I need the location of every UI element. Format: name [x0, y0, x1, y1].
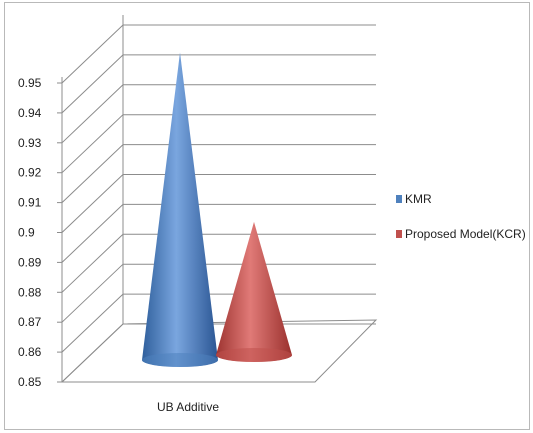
- cones: [142, 52, 292, 367]
- y-tick-label: 0.89: [18, 255, 42, 269]
- cone-body: [216, 221, 292, 362]
- chart-walls: [60, 15, 378, 383]
- gridline: [61, 323, 376, 383]
- y-tick-label: 0.9: [18, 226, 35, 240]
- legend-swatch: [396, 195, 402, 203]
- gridline: [61, 144, 376, 203]
- gridline: [61, 233, 376, 293]
- gridline: [61, 174, 376, 233]
- gridline: [61, 263, 376, 323]
- category-label: UB Additive: [157, 400, 219, 414]
- category-labels: UB Additive: [157, 400, 219, 414]
- gridline: [61, 114, 376, 174]
- cone-kmr: [142, 52, 218, 367]
- legend-label: KMR: [405, 192, 432, 206]
- gridline: [61, 293, 376, 353]
- y-tick-label: 0.87: [18, 315, 42, 329]
- y-tick-label: 0.94: [18, 106, 42, 120]
- gridlines: [61, 24, 376, 383]
- legend-item: KMR: [396, 192, 432, 206]
- legend: KMR Proposed Model(KCR): [396, 192, 526, 241]
- y-tick-label: 0.86: [18, 345, 42, 359]
- y-tick-label: 0.95: [18, 76, 42, 90]
- y-tick-label: 0.91: [18, 196, 42, 210]
- gridline: [61, 24, 376, 84]
- cone-base: [142, 353, 218, 367]
- y-tick-label: 0.93: [18, 136, 42, 150]
- y-tick-label: 0.88: [18, 285, 42, 299]
- cone-base: [216, 348, 292, 362]
- y-tick-label: 0.92: [18, 166, 42, 180]
- y-tick-labels: 0.85 0.86 0.87 0.88 0.89 0.9 0.91 0.92 0.93 0.94 0…: [18, 76, 62, 389]
- y-tick-label: 0.85: [18, 375, 42, 389]
- gridline: [61, 84, 376, 144]
- legend-item: Proposed Model(KCR): [396, 227, 526, 241]
- legend-label: Proposed Model(KCR): [405, 227, 526, 241]
- gridline: [61, 203, 376, 263]
- legend-swatch: [396, 230, 402, 238]
- gridline: [61, 54, 376, 114]
- cone-proposed-model-kcr: [216, 221, 292, 362]
- cone-body: [142, 52, 218, 367]
